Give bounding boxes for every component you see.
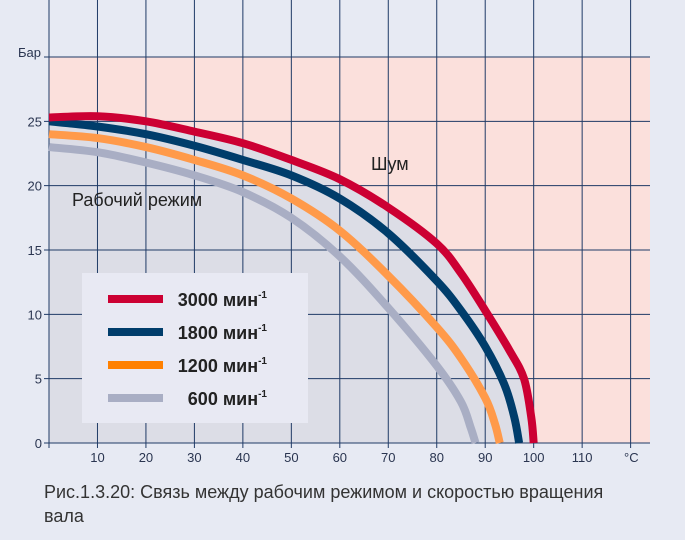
tick-labels: 10 20 30 40 50 60 70 80 90 100 110 0 5 10 15 20 25 (28, 114, 593, 465)
x-tick-label: 30 (187, 450, 201, 465)
legend: 3000 мин-1 1800 мин-1 1200 мин-1 600 мин-1 (108, 290, 267, 409)
x-tick-label: 90 (478, 450, 492, 465)
legend-label: 3000 мин-1 (178, 290, 268, 310)
x-tick-label: 10 (90, 450, 104, 465)
y-axis-label: Бар (18, 45, 41, 60)
x-tick-label: 100 (523, 450, 545, 465)
figure-caption: Рис.1.3.20: Связь между рабочим режимом … (44, 482, 604, 526)
series-line-1800 (48, 117, 524, 444)
legend-label: 600 мин-1 (188, 389, 268, 409)
x-tick-label: 40 (236, 450, 250, 465)
legend-label: 1800 мин-1 (178, 323, 268, 343)
series-line-600 (48, 143, 480, 445)
series-lines (48, 112, 538, 445)
x-tick-label: 20 (139, 450, 153, 465)
x-tick-label: 50 (284, 450, 298, 465)
legend-label: 1200 мин-1 (178, 356, 268, 376)
series-line-1200 (48, 130, 504, 444)
y-tick-label: 15 (28, 243, 42, 258)
y-tick-label: 20 (28, 179, 42, 194)
y-tick-label: 25 (28, 114, 42, 129)
x-tick-label: 60 (333, 450, 347, 465)
series-line-3000 (48, 112, 538, 444)
x-tick-label: 70 (381, 450, 395, 465)
working-region-label: Рабочий режим (72, 190, 202, 210)
y-tick-label: 5 (35, 372, 42, 387)
x-axis-unit: °C (624, 450, 639, 465)
noise-region-label: Шум (371, 154, 409, 174)
x-tick-label: 110 (572, 450, 593, 465)
y-tick-label: 10 (28, 307, 42, 322)
y-tick-label: 0 (35, 436, 42, 451)
x-tick-label: 80 (430, 450, 444, 465)
